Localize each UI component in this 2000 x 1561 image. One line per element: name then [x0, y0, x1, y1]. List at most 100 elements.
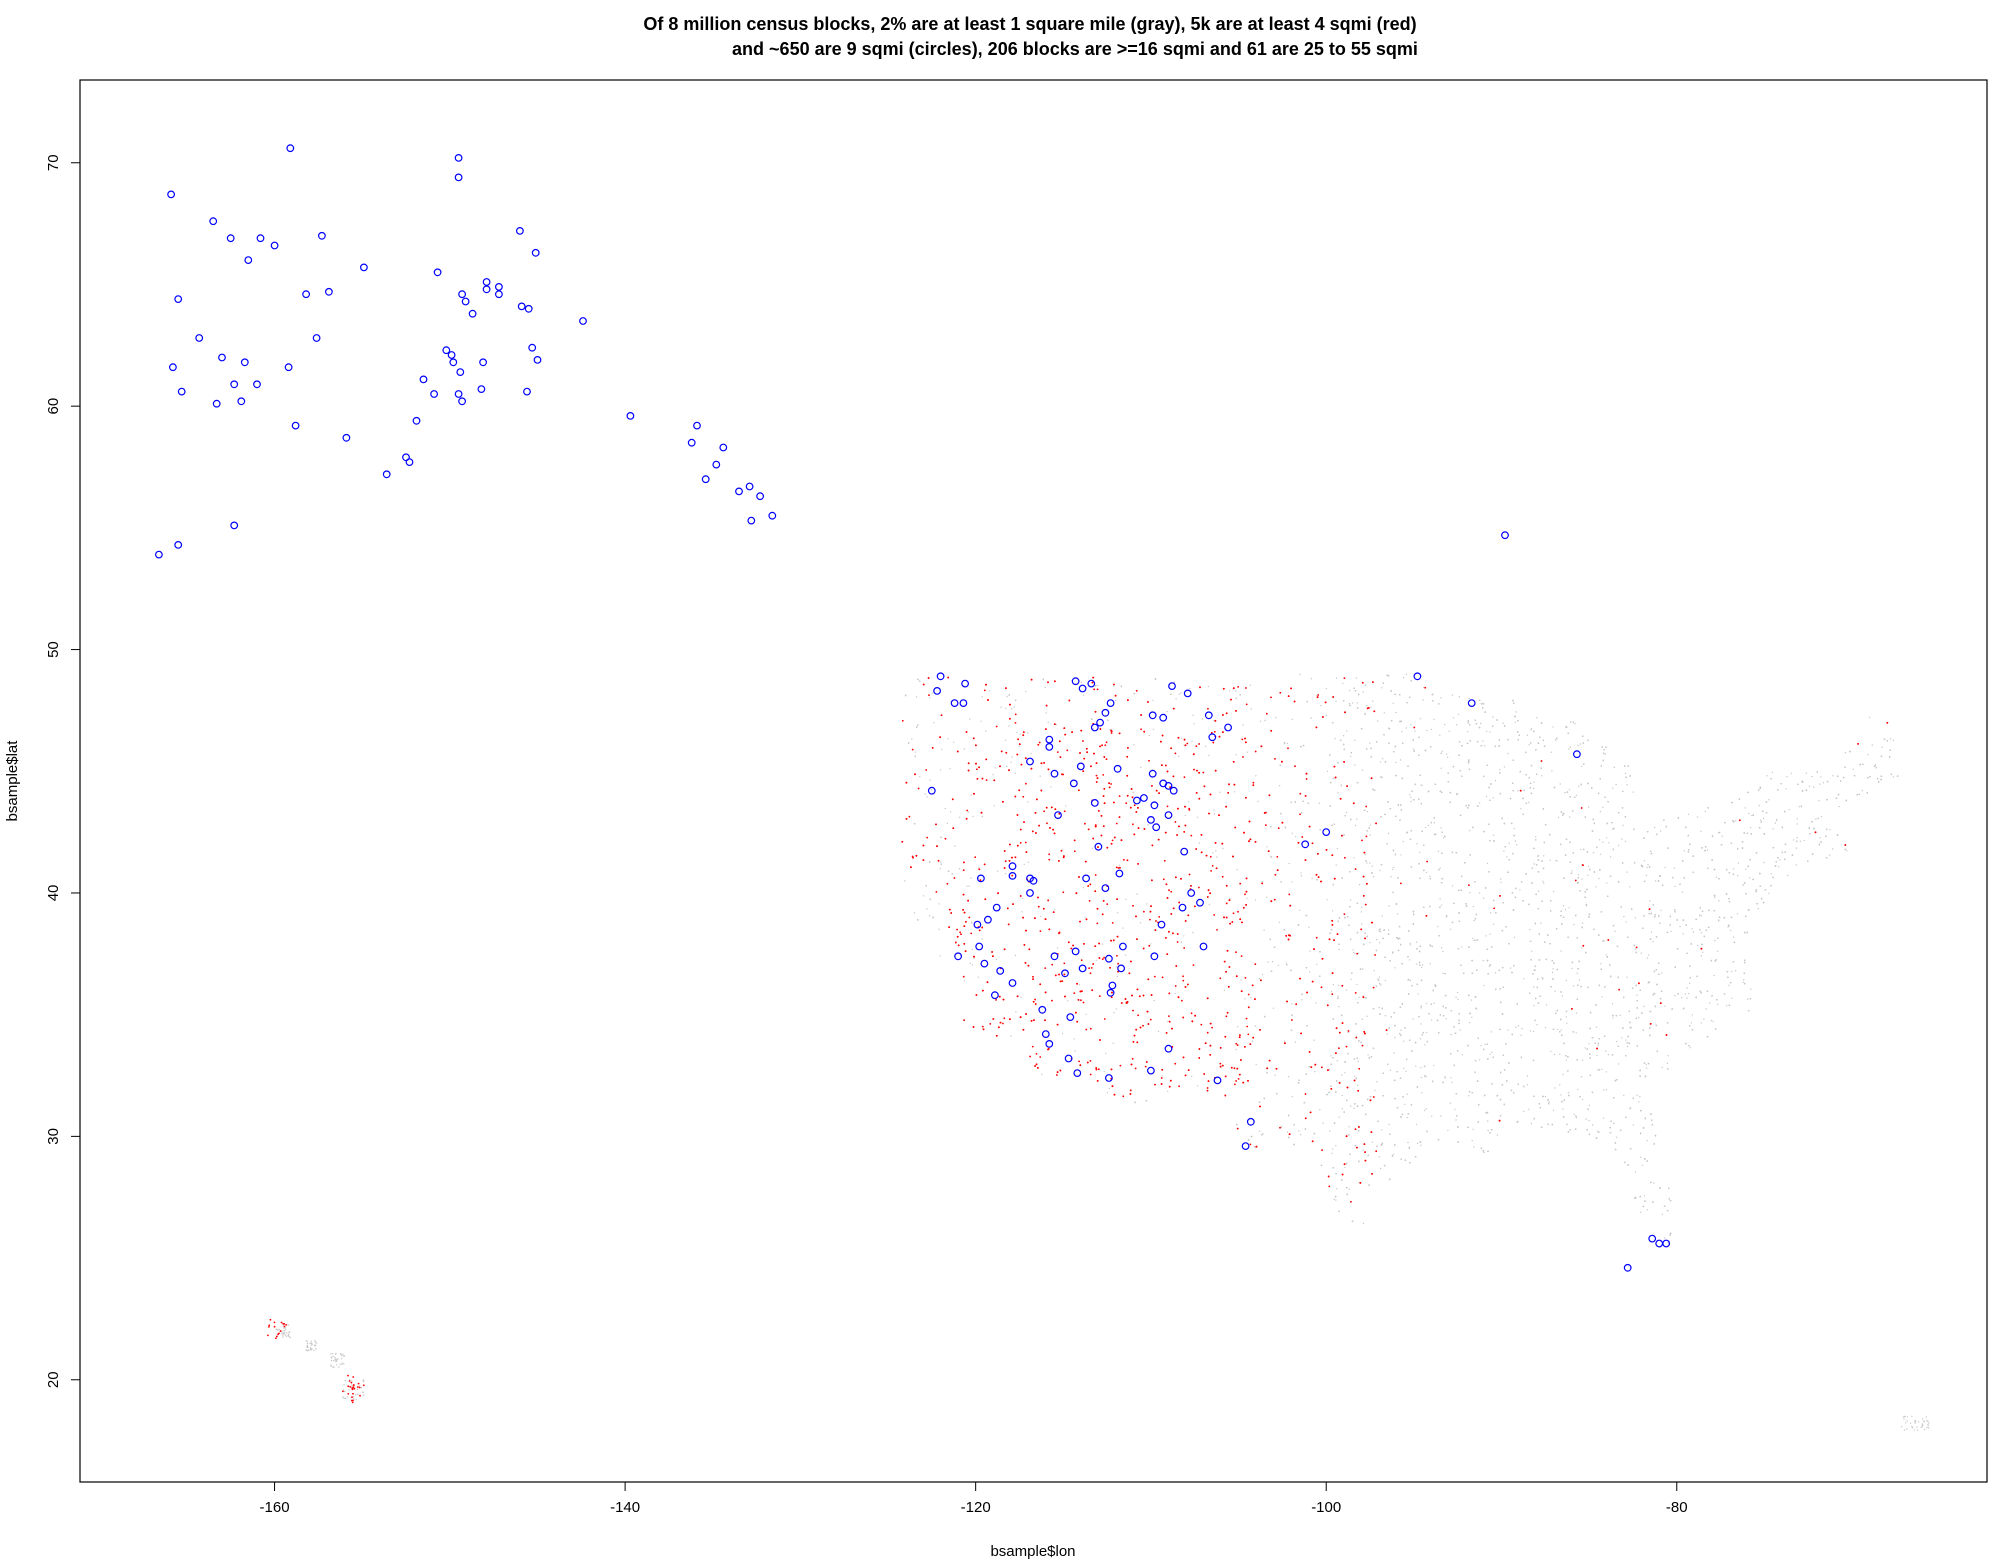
circle-marker-71: [1501, 531, 1509, 540]
circle-marker-117: [1029, 876, 1038, 885]
circle-marker-79: [1087, 679, 1096, 688]
circle-marker-56: [382, 470, 391, 479]
circle-marker-70: [154, 550, 163, 559]
circle-marker-15: [458, 290, 467, 299]
y-axis-title: bsample$lat: [4, 740, 21, 822]
circle-marker-25: [531, 248, 540, 257]
circle-marker-105: [1150, 801, 1159, 810]
circle-marker-90: [1224, 723, 1232, 732]
circle-marker-20: [495, 283, 503, 291]
circle-marker-82: [1101, 708, 1110, 717]
circle-marker-134: [1050, 952, 1059, 961]
circle-marker-109: [1146, 816, 1155, 824]
circle-marker-114: [1008, 872, 1017, 880]
circle-marker-29: [218, 353, 226, 362]
x-axis-title: bsample$lon: [990, 1543, 1075, 1560]
circle-marker-113: [1008, 862, 1017, 871]
title-line-1: Of 8 million census blocks, 2% are at le…: [643, 14, 1416, 34]
y-tick-label: 50: [45, 641, 62, 658]
circle-marker-78: [1071, 677, 1080, 686]
circle-marker-43: [430, 390, 439, 398]
circle-marker-44: [454, 390, 463, 398]
circle-marker-103: [1139, 794, 1148, 802]
y-tick-label: 40: [45, 885, 62, 902]
circle-marker-144: [1199, 942, 1208, 951]
chart-title: Of 8 million census blocks, 2% are at le…: [643, 14, 1418, 59]
circle-marker-69: [174, 541, 183, 549]
circle-marker-138: [1104, 954, 1113, 963]
circle-marker-97: [1069, 779, 1078, 788]
circle-marker-83: [1096, 718, 1104, 727]
circle-marker-80: [1078, 684, 1087, 693]
circle-marker-88: [1159, 713, 1168, 722]
circle-marker-122: [1178, 903, 1187, 912]
circle-marker-121: [1187, 889, 1196, 897]
circle-marker-123: [1196, 898, 1204, 907]
circle-marker-57: [626, 412, 635, 420]
circle-marker-5: [226, 234, 235, 243]
circle-marker-118: [1082, 874, 1090, 883]
circle-marker-137: [1061, 969, 1069, 978]
circle-marker-9: [244, 256, 253, 265]
circle-marker-120: [1101, 884, 1110, 892]
circle-marker-141: [1108, 981, 1117, 990]
circle-marker-31: [168, 363, 177, 372]
circle-marker-159: [1322, 828, 1331, 836]
circle-marker-33: [230, 380, 239, 389]
circle-marker-115: [977, 874, 985, 883]
circle-marker-73: [961, 679, 969, 688]
circle-marker-72: [936, 672, 945, 681]
circle-marker-21: [495, 290, 503, 299]
circle-marker-67: [747, 516, 756, 525]
circle-marker-127: [973, 920, 982, 929]
circle-marker-89: [1204, 711, 1213, 720]
circle-marker-39: [447, 351, 456, 359]
background-points: [275, 673, 1930, 1431]
circle-marker-37: [237, 397, 246, 406]
circle-marker-143: [1150, 952, 1159, 961]
circle-marker-154: [1164, 1044, 1173, 1053]
circle-marker-166: [1623, 1263, 1632, 1272]
circle-marker-139: [1118, 942, 1127, 951]
circle-marker-148: [1045, 1039, 1054, 1048]
circle-marker-65: [756, 492, 764, 501]
circle-marker-63: [735, 487, 743, 496]
circle-marker-81: [1106, 699, 1115, 707]
circle-marker-2: [454, 153, 463, 162]
circle-marker-133: [1008, 979, 1017, 987]
circle-marker-52: [291, 421, 300, 430]
circle-marker-11: [302, 290, 311, 299]
circle-marker-17: [468, 309, 477, 318]
circle-marker-61: [712, 460, 721, 469]
circle-marker-68: [230, 521, 239, 530]
circle-marker-85: [1168, 682, 1176, 690]
circle-marker-110: [1152, 823, 1161, 832]
circle-marker-42: [419, 375, 428, 384]
circle-marker-119: [1115, 869, 1124, 878]
circle-marker-23: [517, 302, 526, 311]
circle-marker-142: [1106, 988, 1115, 997]
circle-marker-76: [933, 687, 941, 695]
y-tick-label: 70: [45, 154, 62, 171]
circle-marker-14: [433, 268, 442, 277]
circle-marker-13: [360, 263, 368, 272]
circle-marker-102: [1169, 786, 1178, 795]
circle-marker-7: [270, 241, 279, 250]
circle-marker-96: [1076, 762, 1085, 771]
circle-marker-125: [992, 903, 1001, 912]
circle-marker-0: [167, 190, 176, 199]
circle-marker-93: [1045, 743, 1054, 751]
blue-circle-markers: [154, 144, 1671, 1272]
circle-marker-160: [1413, 672, 1422, 681]
circle-marker-107: [1090, 799, 1099, 807]
circle-marker-1: [286, 144, 295, 153]
circle-marker-153: [1146, 1066, 1155, 1075]
circle-marker-62: [701, 475, 710, 484]
circle-marker-6: [256, 234, 265, 243]
circle-marker-38: [442, 346, 451, 355]
circle-marker-10: [174, 295, 183, 304]
red-points: [267, 676, 1889, 1404]
circle-marker-51: [412, 416, 421, 425]
x-tick-label: -140: [610, 1499, 640, 1516]
